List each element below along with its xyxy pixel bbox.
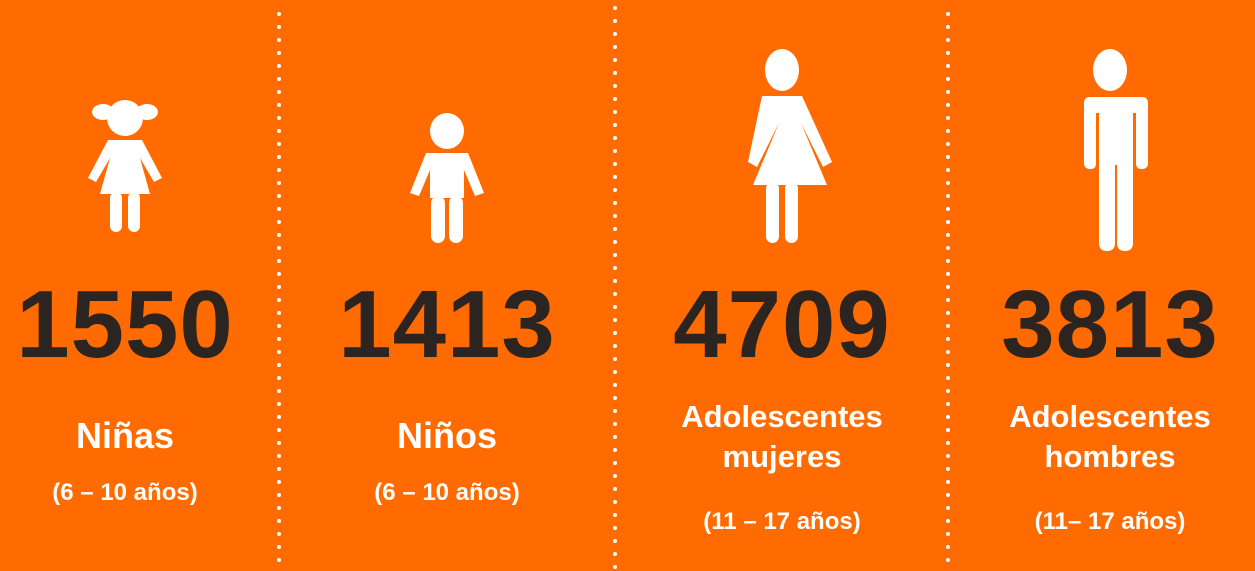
icon-boy [410, 113, 484, 243]
count: 4709 [673, 271, 891, 378]
age-range: (6 – 10 años) [374, 479, 520, 506]
age-range: (11– 17 años) [1034, 508, 1186, 535]
group-label: Niñas [75, 415, 175, 456]
separators [277, 6, 950, 571]
count: 3813 [1001, 271, 1219, 378]
group-label: mujeres [722, 439, 842, 474]
age-range: (6 – 10 años) [52, 479, 198, 506]
icon-man [1078, 49, 1148, 251]
icon-woman [748, 49, 832, 243]
group-label: Niños [396, 415, 497, 456]
group-label: Adolescentes [681, 399, 883, 434]
group-label: Adolescentes [1009, 399, 1211, 434]
count: 1413 [338, 271, 556, 378]
group-label: hombres [1044, 439, 1176, 474]
count: 1550 [16, 271, 234, 378]
age-range: (11 – 17 años) [703, 508, 861, 535]
icon-girl [88, 100, 162, 232]
